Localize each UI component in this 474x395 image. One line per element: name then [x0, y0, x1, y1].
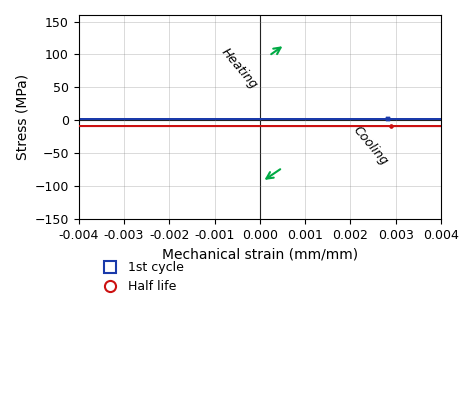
Point [384, 116, 392, 122]
X-axis label: Mechanical strain (mm/mm): Mechanical strain (mm/mm) [162, 247, 358, 261]
Point [387, 123, 395, 130]
Text: Cooling: Cooling [351, 123, 391, 167]
Y-axis label: Stress (MPa): Stress (MPa) [15, 74, 29, 160]
Point [387, 123, 395, 130]
Text: Heating: Heating [219, 46, 260, 92]
Legend: 1st cycle, Half life: 1st cycle, Half life [92, 256, 189, 299]
Point [384, 116, 392, 122]
